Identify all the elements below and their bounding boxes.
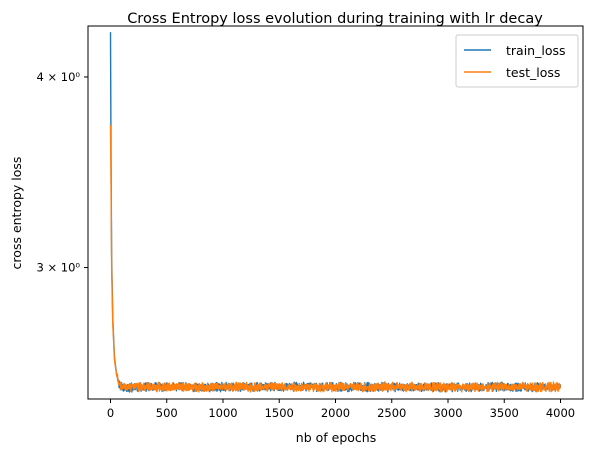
y-tick-label: 3 × 10⁰ [36,261,80,275]
y-tick-label: 4 × 10⁰ [36,70,80,84]
x-tick-label: 2500 [377,406,406,420]
x-tick-label: 2000 [321,406,350,420]
x-tick-label: 3500 [490,406,519,420]
legend-label-train-loss: train_loss [506,43,566,58]
series-line-test-loss [109,125,561,393]
x-tick-label: 0 [107,406,114,420]
legend: train_loss test_loss [455,34,579,88]
legend-label-test-loss: test_loss [506,65,560,80]
y-axis-label: cross entropy loss [9,157,24,270]
x-axis-label: nb of epochs [296,430,376,445]
series-layer [109,32,562,393]
y-axis-ticks: 4 × 10⁰ 3 × 10⁰ [36,70,88,275]
x-tick-label: 1000 [208,406,237,420]
chart-title: Cross Entropy loss evolution during trai… [127,11,543,27]
x-tick-label: 4000 [546,406,575,420]
x-tick-label: 500 [156,406,178,420]
x-axis-ticks: 0 500 1000 1500 2000 2500 3000 3500 4000 [107,399,575,420]
legend-box [455,34,579,88]
x-tick-label: 3000 [433,406,462,420]
x-tick-label: 1500 [265,406,294,420]
